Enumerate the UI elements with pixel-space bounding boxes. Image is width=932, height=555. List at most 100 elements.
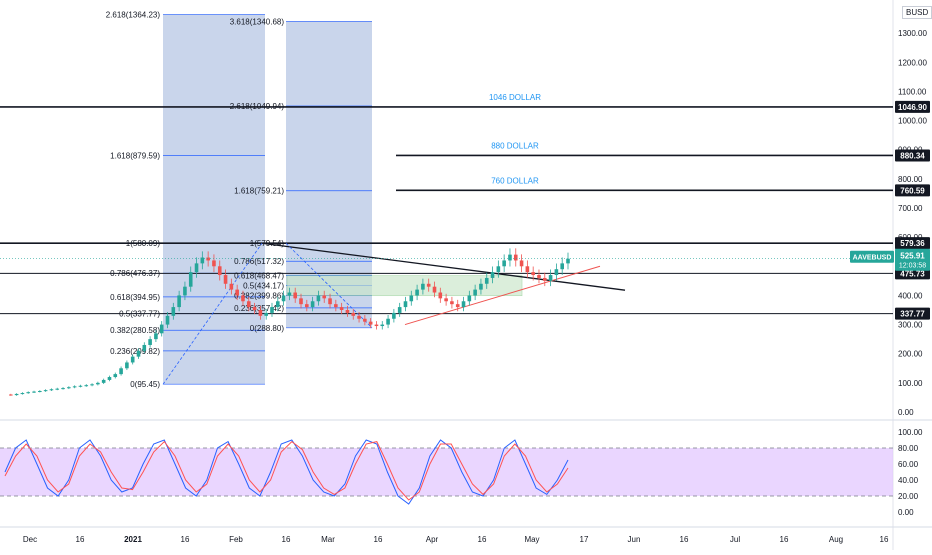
candle-body — [484, 277, 489, 284]
candle-body — [96, 382, 100, 385]
candle-body — [392, 312, 396, 319]
fib-left-label: 0.236(209.82) — [110, 347, 160, 356]
time-axis-tick: 2021 — [124, 535, 142, 544]
candle-body — [368, 321, 373, 325]
candle-body — [188, 272, 193, 287]
candle-body — [531, 272, 535, 276]
fib-right-label: 0.382(399.86) — [234, 291, 284, 300]
stoch-axis-tick: 0.00 — [898, 508, 914, 517]
fib-right-label: 0.5(434.17) — [243, 281, 284, 290]
candle-body — [386, 318, 390, 325]
stoch-axis-tick: 20.00 — [898, 492, 919, 501]
candle-body — [78, 385, 83, 387]
candle-body — [171, 307, 176, 316]
candle-body — [90, 384, 94, 386]
candle-body — [328, 298, 332, 305]
candle-body — [43, 390, 48, 392]
fib-zone-left — [163, 14, 265, 385]
price-axis-tick: 0.00 — [898, 408, 914, 417]
time-axis-tick: 16 — [478, 535, 487, 544]
price-badge — [895, 237, 930, 250]
fib-right-label: 0(288.80) — [250, 324, 285, 333]
candle-body — [217, 266, 222, 276]
candle-body — [125, 362, 129, 369]
candle-body — [194, 263, 199, 273]
candle-body — [200, 257, 205, 264]
candle-body — [316, 295, 321, 302]
candle-body — [502, 260, 506, 267]
candle-body — [49, 389, 54, 391]
stoch-series-line — [4, 440, 569, 501]
fib-left-label: 0.382(280.58) — [110, 326, 160, 335]
candle-body — [142, 344, 147, 351]
currency-label: BUSD — [902, 6, 932, 19]
time-axis-tick: Aug — [829, 535, 843, 544]
fib-diagonal-left — [162, 243, 263, 385]
candle-body — [490, 272, 495, 278]
candle-body — [374, 324, 379, 327]
fib-right-label: 0.786(517.32) — [234, 257, 284, 266]
candle-body — [20, 393, 25, 395]
time-axis-tick: 16 — [374, 535, 383, 544]
candle-body — [438, 292, 443, 299]
candle-body — [241, 295, 245, 302]
candle-body — [38, 391, 42, 393]
candle-body — [293, 292, 298, 299]
price-axis-tick: 400.00 — [898, 291, 923, 300]
time-axis-tick: Feb — [229, 535, 243, 544]
time-axis-tick: Mar — [321, 535, 335, 544]
candle-body — [229, 283, 234, 290]
candle-body — [212, 260, 216, 267]
stoch-axis-tick: 80.00 — [898, 444, 919, 453]
fib-right-label: 0.236(357.42) — [234, 304, 284, 313]
candle-body — [154, 333, 158, 340]
time-axis-tick: 16 — [181, 535, 190, 544]
fib-right-label: 1.618(759.21) — [234, 187, 284, 196]
candle-body — [537, 275, 541, 278]
price-badge — [895, 149, 930, 162]
price-axis-tick: 800.00 — [898, 175, 923, 184]
candle-body — [473, 289, 477, 296]
price-badge-value: 579.36 — [900, 239, 925, 248]
fib-left-label: 0.618(394.95) — [110, 293, 160, 302]
fib-left-label: 0(95.45) — [130, 380, 160, 389]
candle-body — [299, 298, 303, 305]
price-axis-tick: 200.00 — [898, 350, 923, 359]
candle-body — [519, 260, 524, 267]
fib-left-label: 1.618(879.59) — [110, 152, 160, 161]
candle-body — [26, 392, 31, 394]
candle-body — [270, 307, 274, 313]
candle-body — [67, 387, 71, 389]
price-badge — [895, 307, 930, 320]
candle-body — [130, 356, 135, 363]
candle-body — [101, 379, 106, 383]
candle-body — [455, 304, 460, 308]
price-badge-value: 475.73 — [900, 269, 925, 278]
candle-body — [183, 286, 187, 296]
candle-body — [322, 295, 327, 299]
fib-right-label: 0.618(468.47) — [234, 271, 284, 280]
last-price-value: 525.91 — [900, 252, 925, 261]
time-axis-tick: Jun — [628, 535, 641, 544]
candle-body — [258, 310, 263, 316]
ascending-trendline — [404, 265, 601, 326]
candle-body — [566, 258, 570, 264]
time-axis-tick: Jul — [730, 535, 740, 544]
price-badge-value: 880.34 — [900, 151, 925, 160]
candle-body — [334, 304, 338, 308]
candle-body — [479, 283, 483, 290]
candle-body — [542, 277, 547, 281]
candle-body — [61, 388, 65, 390]
candle-body — [444, 298, 448, 302]
time-axis-tick: 16 — [76, 535, 85, 544]
candle-body — [148, 339, 152, 345]
price-axis-tick: 1000.00 — [898, 117, 927, 126]
fib-left-label: 2.618(1364.23) — [106, 10, 161, 19]
candle-body — [508, 254, 512, 261]
price-badge-value: 337.77 — [900, 310, 925, 319]
time-axis-tick: 16 — [680, 535, 689, 544]
candle-body — [72, 386, 77, 388]
fib-right-label: 3.618(1340.68) — [230, 17, 285, 26]
